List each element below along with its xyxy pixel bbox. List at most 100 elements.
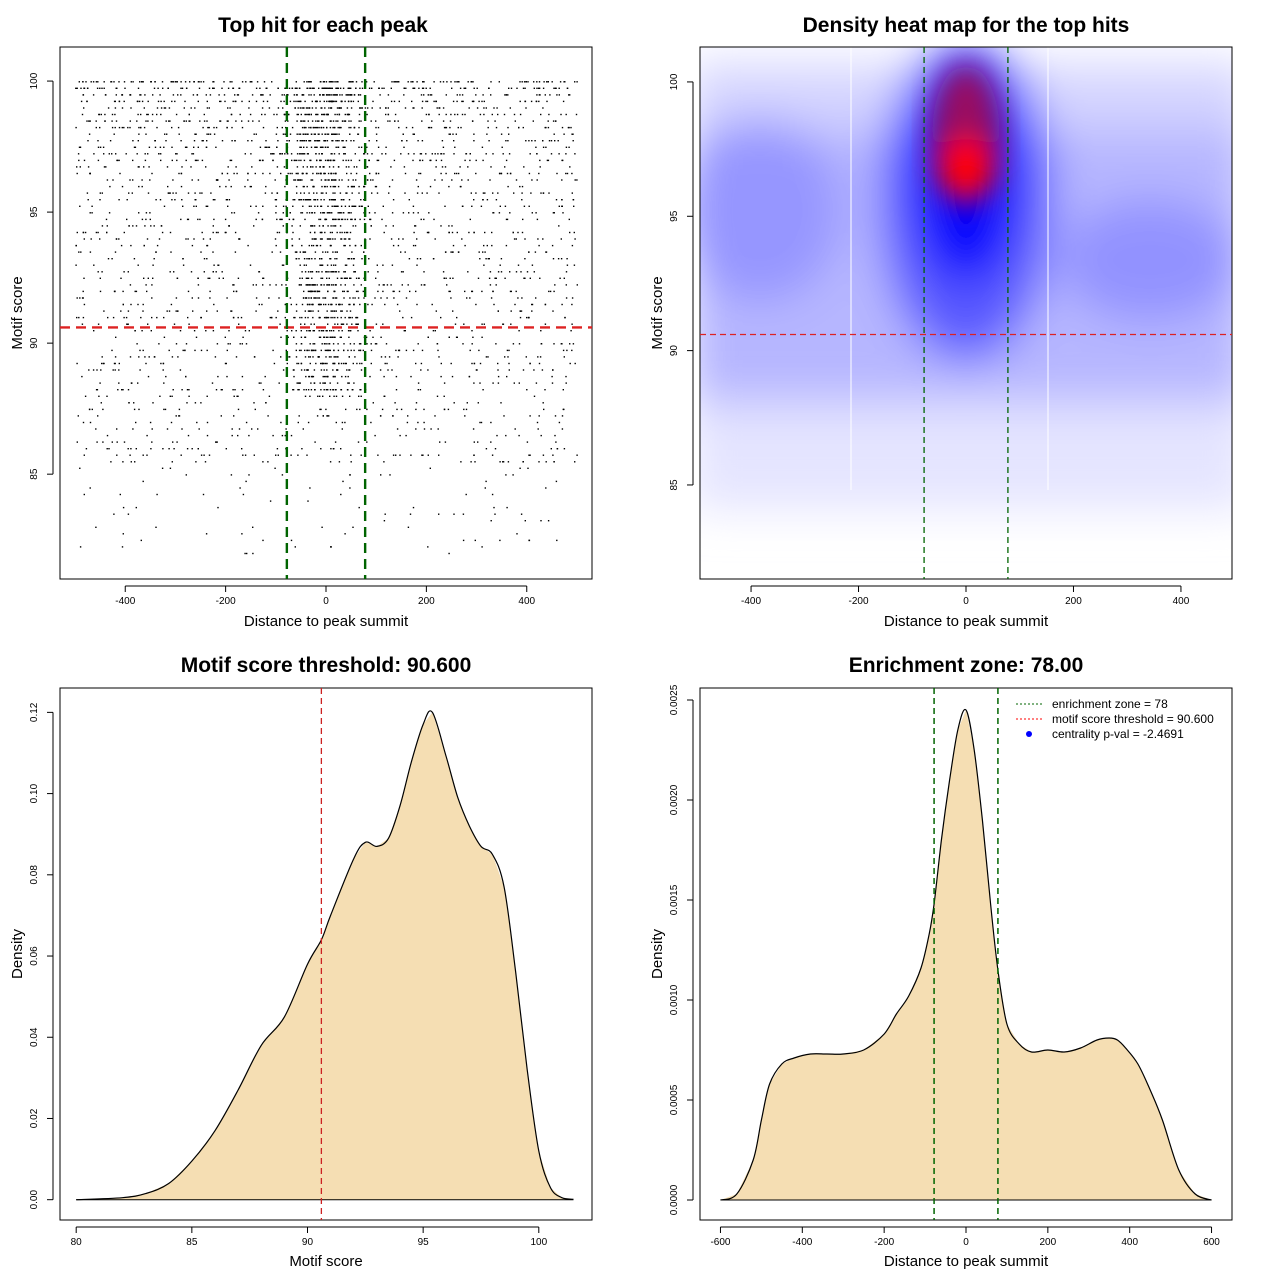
scatter-point bbox=[326, 100, 328, 103]
scatter-point bbox=[302, 133, 304, 135]
scatter-point bbox=[316, 100, 318, 103]
scatter-point bbox=[491, 454, 494, 456]
scatter-point bbox=[97, 146, 100, 148]
scatter-point bbox=[295, 251, 298, 253]
scatter-point bbox=[442, 271, 445, 273]
scatter-point bbox=[234, 251, 237, 253]
scatter-point bbox=[276, 113, 278, 116]
scatter-point bbox=[213, 126, 215, 129]
scatter-point bbox=[333, 133, 335, 135]
scatter-point bbox=[138, 126, 140, 129]
scatter-point bbox=[113, 513, 115, 515]
scatter-point bbox=[181, 166, 183, 168]
scatter-point bbox=[144, 356, 146, 358]
scatter-point bbox=[322, 251, 324, 253]
scatter-point bbox=[304, 323, 306, 325]
scatter-point bbox=[170, 303, 173, 306]
scatter-point bbox=[489, 284, 492, 286]
score-density-x-tick-label: 95 bbox=[418, 1237, 430, 1248]
scatter-point bbox=[314, 349, 317, 352]
scatter-point bbox=[313, 192, 315, 194]
scatter-point bbox=[390, 238, 393, 240]
scatter-point bbox=[342, 146, 344, 148]
scatter-point bbox=[192, 94, 195, 96]
scatter-point bbox=[300, 284, 302, 286]
scatter-point bbox=[322, 297, 324, 299]
scatter-point bbox=[454, 172, 456, 175]
scatter-point bbox=[385, 107, 387, 109]
scatter-point bbox=[385, 153, 387, 155]
heatmap-y-tick-label: 95 bbox=[669, 210, 680, 222]
scatter-point bbox=[324, 382, 326, 384]
scatter-point bbox=[141, 100, 144, 103]
scatter-point bbox=[473, 454, 475, 456]
scatter-point bbox=[96, 441, 98, 443]
scatter-point bbox=[82, 316, 85, 319]
scatter-point bbox=[333, 271, 335, 273]
scatter-point bbox=[397, 120, 399, 122]
scatter-point bbox=[359, 87, 361, 89]
scatter-point bbox=[207, 277, 209, 279]
scatter-point bbox=[319, 238, 322, 240]
scatter-point bbox=[299, 146, 301, 148]
scatter-point bbox=[341, 303, 343, 306]
scatter-point bbox=[197, 297, 200, 299]
scatter-y-tick-label: 100 bbox=[29, 72, 40, 89]
scatter-point bbox=[528, 539, 531, 542]
heatmap-x-tick-label: -200 bbox=[849, 596, 869, 607]
scatter-point bbox=[465, 493, 467, 496]
scatter-point bbox=[553, 343, 555, 345]
score-density-y-tick-label: 0.10 bbox=[29, 783, 40, 803]
scatter-point bbox=[133, 258, 136, 260]
scatter-point bbox=[111, 126, 114, 129]
scatter-point bbox=[191, 244, 194, 247]
scatter-point bbox=[366, 113, 368, 116]
scatter-point bbox=[351, 81, 354, 83]
scatter-point bbox=[175, 343, 178, 345]
scatter-point bbox=[149, 421, 152, 424]
scatter-point bbox=[325, 179, 327, 181]
scatter-point bbox=[319, 395, 321, 397]
scatter-point bbox=[526, 271, 529, 273]
scatter-point bbox=[226, 349, 228, 352]
scatter-point bbox=[374, 343, 377, 345]
scatter-point bbox=[202, 493, 205, 496]
scatter-point bbox=[296, 87, 298, 89]
scatter-point bbox=[349, 369, 351, 371]
scatter-point bbox=[544, 323, 547, 325]
scatter-point bbox=[235, 290, 238, 293]
scatter-point bbox=[327, 172, 330, 175]
scatter-point bbox=[99, 146, 102, 148]
scatter-point bbox=[247, 244, 249, 247]
scatter-point bbox=[307, 290, 310, 293]
scatter-point bbox=[387, 113, 389, 116]
scatter-point bbox=[159, 199, 162, 201]
scatter-point bbox=[244, 552, 246, 555]
scatter-point bbox=[462, 100, 464, 103]
scatter-point bbox=[97, 271, 99, 273]
scatter-point bbox=[538, 415, 540, 417]
scatter-point bbox=[347, 100, 350, 103]
scatter-point bbox=[347, 330, 350, 332]
scatter-point bbox=[443, 126, 446, 129]
scatter-point bbox=[330, 284, 333, 286]
scatter-point bbox=[504, 277, 506, 279]
distance-density-y-label: Density bbox=[649, 928, 666, 979]
scatter-point bbox=[346, 113, 348, 116]
scatter-point bbox=[536, 87, 538, 89]
scatter-point bbox=[379, 369, 382, 371]
scatter-point bbox=[410, 81, 412, 83]
scatter-point bbox=[482, 251, 484, 253]
scatter-point bbox=[299, 179, 302, 181]
scatter-point bbox=[388, 185, 391, 188]
scatter-point bbox=[306, 349, 308, 352]
scatter-point bbox=[445, 277, 447, 279]
scatter-point bbox=[112, 369, 114, 371]
scatter-point bbox=[491, 244, 493, 247]
scatter-point bbox=[321, 526, 323, 528]
scatter-point bbox=[347, 94, 349, 96]
scatter-point bbox=[277, 107, 280, 109]
scatter-point bbox=[193, 146, 195, 148]
scatter-point bbox=[113, 81, 115, 83]
